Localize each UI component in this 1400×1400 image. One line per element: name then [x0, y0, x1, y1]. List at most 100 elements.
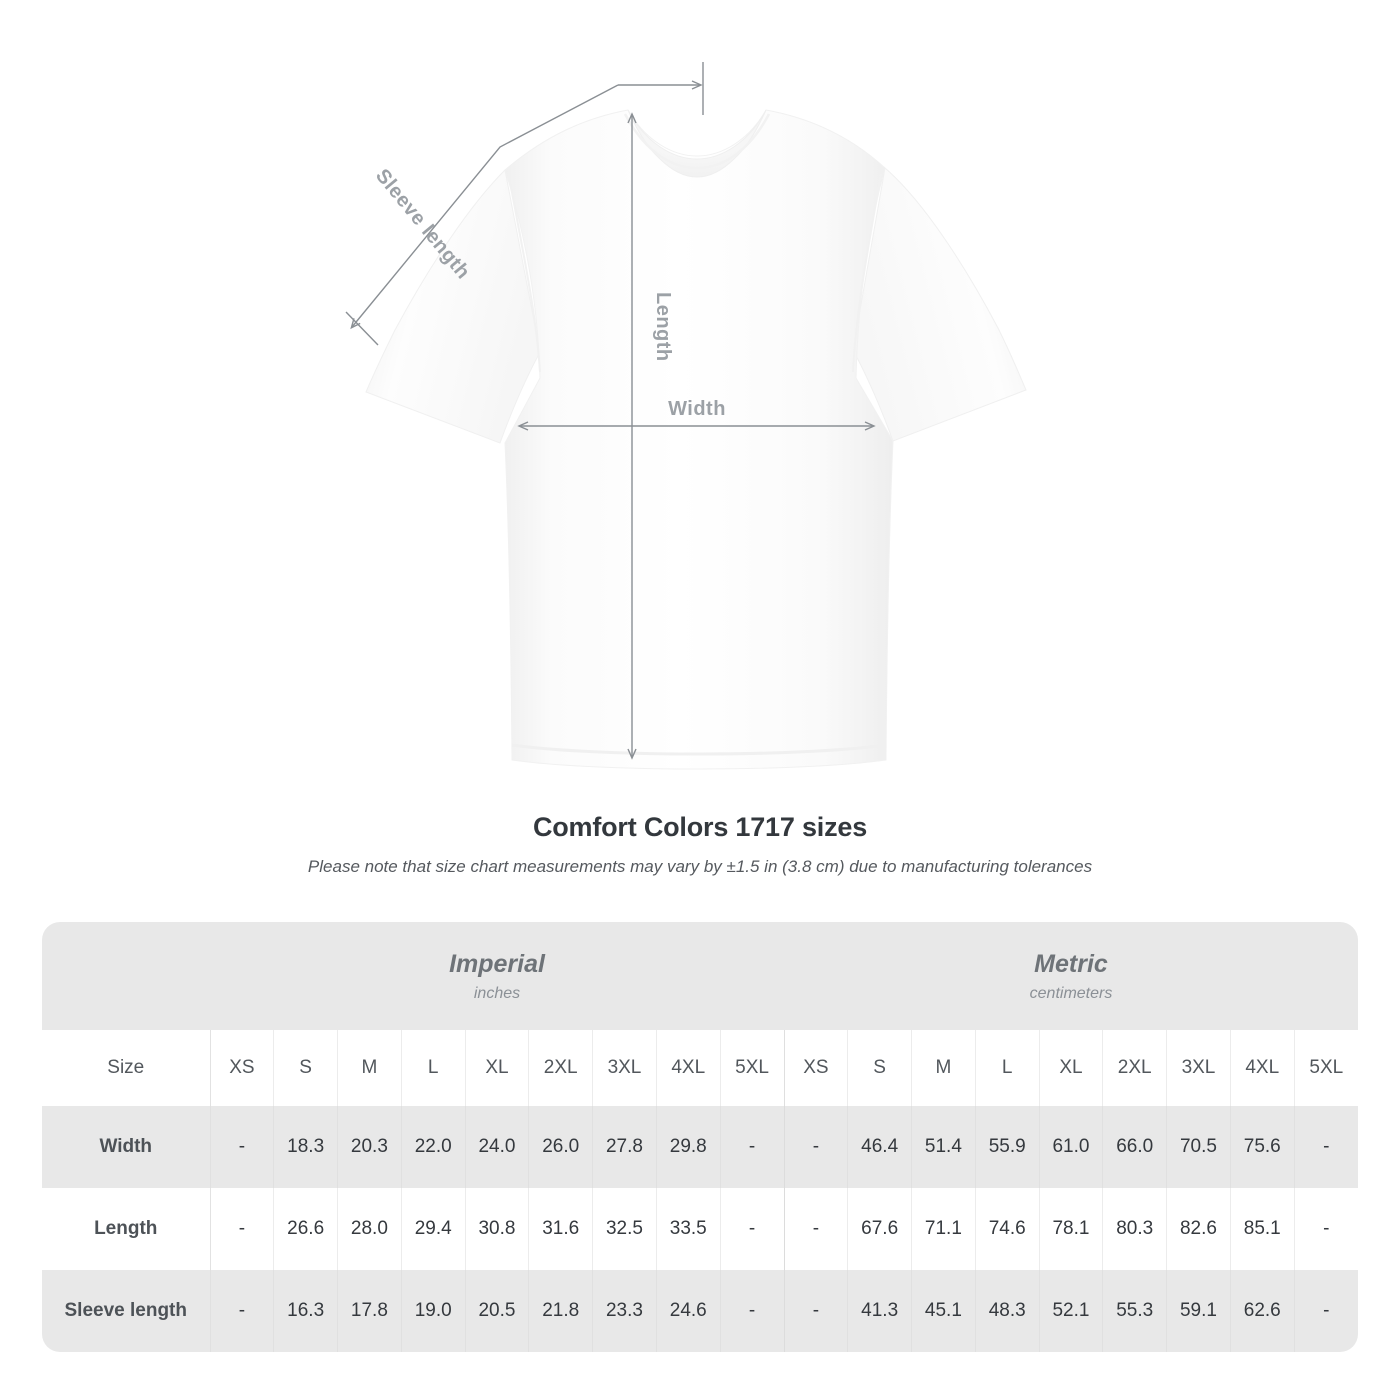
unit-name: Metric — [1034, 949, 1108, 978]
cell-length-metric-l: 74.6 — [975, 1188, 1040, 1270]
right-sleeve — [852, 167, 1027, 442]
size-header-imperial-xs: XS — [210, 1030, 275, 1106]
cell-width-imperial-5xl: - — [720, 1106, 785, 1188]
unit-banner-row: Imperial inches Metric centimeters — [42, 922, 1358, 1030]
cell-width-metric-2xl: 66.0 — [1102, 1106, 1168, 1188]
cell-width-metric-s: 46.4 — [847, 1106, 913, 1188]
left-shoulder-seam — [508, 175, 541, 373]
table-row: Width -18.3 20.3 22.0 24.0 26.0 27.8 29.8- -46.4… — [42, 1106, 1358, 1188]
size-header-metric-2xl: 2XL — [1102, 1030, 1168, 1106]
size-header-metric-l: L — [975, 1030, 1040, 1106]
size-column-label: Size — [42, 1030, 211, 1106]
tshirt-diagram: Length Width Sleeve length — [345, 62, 1027, 770]
size-chart-table-wrapper: Imperial inches Metric centimeters Size XS S M L… — [42, 922, 1358, 1352]
table-row: Length -26.6 28.0 29.4 30.8 31.6 32.5 33.5- -67.… — [42, 1188, 1358, 1270]
shirt-torso — [504, 109, 894, 770]
cell-length-imperial-m: 28.0 — [337, 1188, 402, 1270]
cell-length-imperial-xl: 30.8 — [465, 1188, 530, 1270]
cell-length-imperial-l: 29.4 — [401, 1188, 466, 1270]
unit-banner-spacer — [42, 922, 210, 1030]
size-header-imperial-5xl: 5XL — [720, 1030, 785, 1106]
cell-sleeve-length-metric-s: 41.3 — [847, 1270, 913, 1352]
length-label: Length — [652, 292, 674, 362]
cell-length-metric-2xl: 80.3 — [1102, 1188, 1168, 1270]
cell-sleeve-length-imperial-m: 17.8 — [337, 1270, 402, 1352]
size-header-row: Size XS S M L XL 2XL 3XL 4XL 5XL XS S M L XL 2XL 3XL 4XL 5… — [42, 1030, 1358, 1106]
shirt-shape — [365, 109, 1027, 770]
cell-length-imperial-s: 26.6 — [273, 1188, 339, 1270]
size-header-imperial-4xl: 4XL — [656, 1030, 721, 1106]
cell-length-imperial-xs: - — [210, 1188, 275, 1270]
cell-sleeve-length-imperial-5xl: - — [720, 1270, 785, 1352]
size-header-metric-xl: XL — [1039, 1030, 1104, 1106]
size-chart-table: Imperial inches Metric centimeters Size XS S M L… — [42, 922, 1358, 1352]
cell-sleeve-length-imperial-4xl: 24.6 — [656, 1270, 721, 1352]
cell-width-imperial-l: 22.0 — [401, 1106, 466, 1188]
cell-length-imperial-4xl: 33.5 — [656, 1188, 721, 1270]
cell-sleeve-length-metric-2xl: 55.3 — [1102, 1270, 1168, 1352]
right-shoulder-seam — [852, 173, 882, 373]
cell-sleeve-length-metric-xs: - — [784, 1270, 849, 1352]
size-header-metric-m: M — [911, 1030, 976, 1106]
unit-header-metric: Metric centimeters — [784, 922, 1358, 1030]
cell-width-metric-5xl: - — [1294, 1106, 1358, 1188]
size-header-imperial-2xl: 2XL — [528, 1030, 594, 1106]
cell-length-metric-s: 67.6 — [847, 1188, 913, 1270]
length-dimension: Length — [627, 112, 674, 760]
cell-length-metric-3xl: 82.6 — [1166, 1188, 1231, 1270]
size-header-metric-xs: XS — [784, 1030, 849, 1106]
sleeve-length-label: Sleeve length — [371, 165, 474, 284]
cell-width-metric-l: 55.9 — [975, 1106, 1040, 1188]
unit-subtitle: inches — [473, 984, 521, 1002]
unit-header-imperial: Imperial inches — [210, 922, 784, 1030]
row-label-sleeve-length: Sleeve length — [42, 1270, 211, 1352]
cell-width-imperial-xs: - — [210, 1106, 275, 1188]
cell-length-imperial-3xl: 32.5 — [592, 1188, 657, 1270]
cell-sleeve-length-imperial-2xl: 21.8 — [528, 1270, 594, 1352]
size-header-imperial-3xl: 3XL — [592, 1030, 657, 1106]
page-title: Comfort Colors 1717 sizes — [532, 812, 868, 842]
size-header-imperial-s: S — [273, 1030, 339, 1106]
cell-length-metric-4xl: 85.1 — [1230, 1188, 1295, 1270]
cell-width-metric-m: 51.4 — [911, 1106, 976, 1188]
cell-width-imperial-3xl: 27.8 — [592, 1106, 657, 1188]
tshirt-illustration: Length Width Sleeve length — [345, 62, 1027, 770]
cell-width-imperial-s: 18.3 — [273, 1106, 339, 1188]
width-label: Width — [668, 398, 726, 420]
cell-width-metric-3xl: 70.5 — [1166, 1106, 1231, 1188]
size-header-imperial-m: M — [337, 1030, 402, 1106]
tolerance-note: Please note that size chart measurements… — [307, 857, 1093, 876]
size-header-imperial-xl: XL — [465, 1030, 530, 1106]
cell-length-metric-5xl: - — [1294, 1188, 1358, 1270]
size-header-metric-s: S — [847, 1030, 913, 1106]
cell-sleeve-length-metric-xl: 52.1 — [1039, 1270, 1104, 1352]
cell-width-imperial-2xl: 26.0 — [528, 1106, 594, 1188]
cell-sleeve-length-metric-m: 45.1 — [911, 1270, 976, 1352]
width-dimension: Width — [517, 398, 876, 431]
collar-ribbing — [623, 113, 771, 170]
size-header-metric-3xl: 3XL — [1166, 1030, 1231, 1106]
table-row: Sleeve length -16.3 17.8 19.0 20.5 21.8 23.3 24… — [42, 1270, 1358, 1352]
cell-length-metric-xl: 78.1 — [1039, 1188, 1104, 1270]
size-header-metric-4xl: 4XL — [1230, 1030, 1295, 1106]
sleeve-diagonal-arrow — [350, 84, 619, 330]
cell-sleeve-length-imperial-s: 16.3 — [273, 1270, 339, 1352]
row-label-length: Length — [42, 1188, 211, 1270]
cell-sleeve-length-imperial-xl: 20.5 — [465, 1270, 530, 1352]
cell-width-imperial-xl: 24.0 — [465, 1106, 530, 1188]
cell-length-metric-xs: - — [784, 1188, 849, 1270]
cell-sleeve-length-imperial-l: 19.0 — [401, 1270, 466, 1352]
chart-heading-block: Comfort Colors 1717 sizes Please note th… — [0, 812, 1400, 877]
row-label-width: Width — [42, 1106, 211, 1188]
cell-length-metric-m: 71.1 — [911, 1188, 976, 1270]
unit-name: Imperial — [449, 949, 545, 978]
size-header-metric-5xl: 5XL — [1294, 1030, 1358, 1106]
unit-subtitle: centimeters — [1029, 984, 1113, 1002]
cell-width-metric-xl: 61.0 — [1039, 1106, 1104, 1188]
cell-sleeve-length-metric-4xl: 62.6 — [1230, 1270, 1295, 1352]
cell-width-imperial-m: 20.3 — [337, 1106, 402, 1188]
cell-length-imperial-2xl: 31.6 — [528, 1188, 594, 1270]
sleeve-tick-cuff — [345, 311, 379, 346]
cell-sleeve-length-metric-5xl: - — [1294, 1270, 1358, 1352]
left-sleeve — [365, 168, 541, 444]
